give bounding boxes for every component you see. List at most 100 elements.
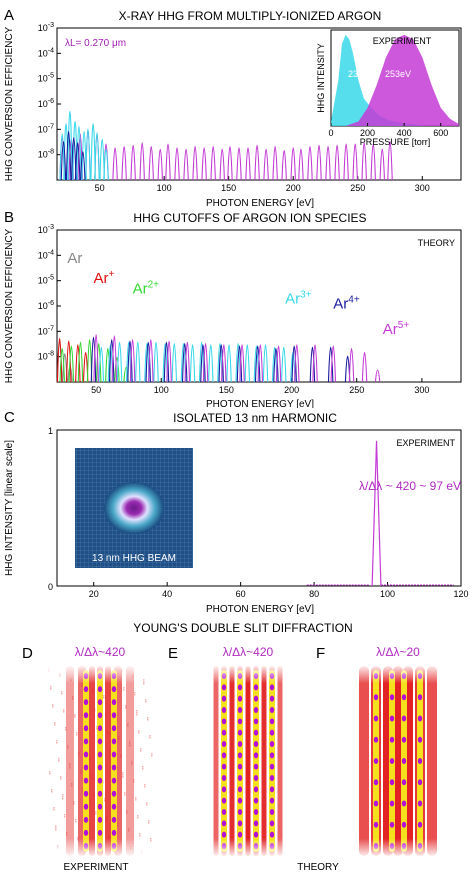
panel-b-xtick-label: 250 [349,385,364,395]
panel-b-peak-cyan [98,346,105,383]
panel-b-peak-red [75,344,81,383]
panel-a-peak-magenta [290,147,296,181]
inset-xlabel: PRESSURE [torr] [360,137,431,147]
panel-d-letter: D [22,645,33,662]
inset-ylabel: HHG INTENSITY [316,43,326,113]
panel-c-ytick-label: 1 [48,426,53,436]
panel-a-ytick-label: 10-8 [38,149,54,160]
panel-b-peak-magenta [129,339,136,383]
panel-d-label: λ/Δλ~420 [75,645,126,659]
panel-a-peak-blue [65,130,72,181]
panel-a-peak-magenta [210,146,216,181]
panel-b-peak-magenta [275,345,282,383]
panel-b-peak-magenta [312,344,318,383]
panel-b-peak-blue [273,348,279,383]
panel-b-peak-magenta [221,344,227,383]
species-label: Ar4+ [333,295,360,313]
panel-b-peak-blue [254,345,261,383]
panel-a-peak-blue [80,151,86,181]
panel-b-xtick-label: 300 [414,385,429,395]
panel-c-ylabel: HHG INTENSITY [linear scale] [4,440,15,576]
panel-b-peak-magenta [202,343,209,383]
panel-b-xtick-label: 150 [219,385,234,395]
panel-a-peak-magenta [361,142,367,181]
panel-b-peak-cyan [189,344,196,383]
fringe-fade [40,664,160,858]
panel-a-ylabel: HHG CONVERSION EFFICIENCY [4,26,15,181]
panel-a-peak-blue [60,141,67,181]
panel-c-xtick-label: 60 [236,589,246,599]
panel-c-chart: C ISOLATED 13 nm HARMONIC 20 40 60 80 100 120… [4,409,469,615]
panel-e-pattern [188,664,308,858]
fringe-fade [188,664,308,858]
panel-c-frame [56,429,462,587]
panel-c-ytick-label: 0 [48,582,53,592]
panel-b-xtick-label: 200 [284,385,299,395]
panel-c-xtick-label: 80 [309,589,319,599]
panel-a-peak-magenta [379,148,386,181]
panel-c-xlabel: PHOTON ENERGY [eV] [206,604,314,615]
panel-a-chart: A X-RAY HHG FROM MULTIPLY-IONIZED ARGON … [4,7,462,209]
panel-b-peak-blue [309,346,316,383]
panel-a-peak-magenta [139,142,145,181]
panel-b-peak-cyan [226,344,232,383]
panel-a-peak-cyan [90,123,96,181]
panel-b-peak-blue [291,345,297,383]
panel-a-peak-magenta [254,144,260,181]
panel-a-peak-magenta [236,147,242,181]
panel-b-peak-cyan [153,342,159,383]
panel-a-peak-cyan [85,128,91,181]
panel-a-ytick-label: 10-4 [38,47,54,58]
panel-a-peak-magenta [263,148,269,181]
panel-b-ytick-label: 10-5 [38,275,54,286]
panel-c-annotation: λ/Δλ ~ 420 ~ 97 eV [359,479,461,493]
panel-b-peak-magenta [361,352,368,383]
panel-b-peak-blue [108,339,115,383]
beam-inset-label: 13 nm HHG BEAM [92,553,176,564]
panel-b-peak-magenta [374,369,381,383]
panel-b-peak-cyan [208,344,214,383]
panel-b-peak-magenta [184,342,191,383]
panel-a-peak-blue [74,142,81,181]
panel-a-peak-magenta [352,143,358,181]
panel-b-peak-green [95,343,102,383]
panel-a-xtick-label: 100 [157,183,172,193]
panel-b-peak-magenta [111,335,118,383]
panel-b-corner-label: THEORY [418,238,455,248]
panel-c-peak [371,440,382,587]
panel-b-peak-red [65,340,72,383]
panel-a-peak-magenta [174,147,180,181]
inset-area-magenta [345,34,459,126]
panel-a-peak-magenta [157,148,164,181]
species-label: Ar5+ [383,320,410,338]
panel-a-peak-magenta [183,148,189,181]
panel-d-caption: EXPERIMENT [63,862,128,873]
inset-label: EXPERIMENT [373,36,432,46]
panel-a-peak-magenta [148,146,154,181]
double-slit-panels: YOUNG'S DOUBLE SLIT DIFFRACTION D λ/Δλ~4… [22,621,458,873]
panel-c-xtick-label: 100 [380,589,395,599]
panel-b-chart: B HHG CUTOFFS OF ARGON ION SPECIES 50 100… [4,209,462,408]
panel-b-peak-cyan [135,342,141,383]
panel-a-peak-magenta [219,148,225,181]
panel-a-xtick-label: 250 [350,183,365,193]
panel-a-peak-magenta [112,147,118,181]
panel-a-annotation: λL= 0.270 μm [65,38,126,49]
panel-a-peak-magenta [370,143,376,181]
panel-b-peak-green [114,357,120,383]
inset-xtick-label: 200 [360,128,375,138]
panel-a-ytick-label: 10-6 [38,98,54,109]
panel-c-xtick-label: 40 [162,589,172,599]
panel-b-xlabel: PHOTON ENERGY [eV] [206,399,314,408]
panel-b-xtick-label: 50 [91,385,101,395]
panel-a-ytick-label: 10-7 [38,123,54,134]
panel-a-peak-cyan [76,126,82,181]
panel-e-label: λ/Δλ~420 [223,645,274,659]
panel-b-ytick-label: 10-3 [38,224,54,235]
panel-b-peak-magenta [330,345,337,383]
panel-a-peak-magenta [121,146,127,181]
panel-a-xtick-label: 50 [95,183,105,193]
panel-a-peak-magenta [387,141,393,181]
panel-d-pattern [40,664,160,858]
panel-b-peak-blue [181,343,188,383]
